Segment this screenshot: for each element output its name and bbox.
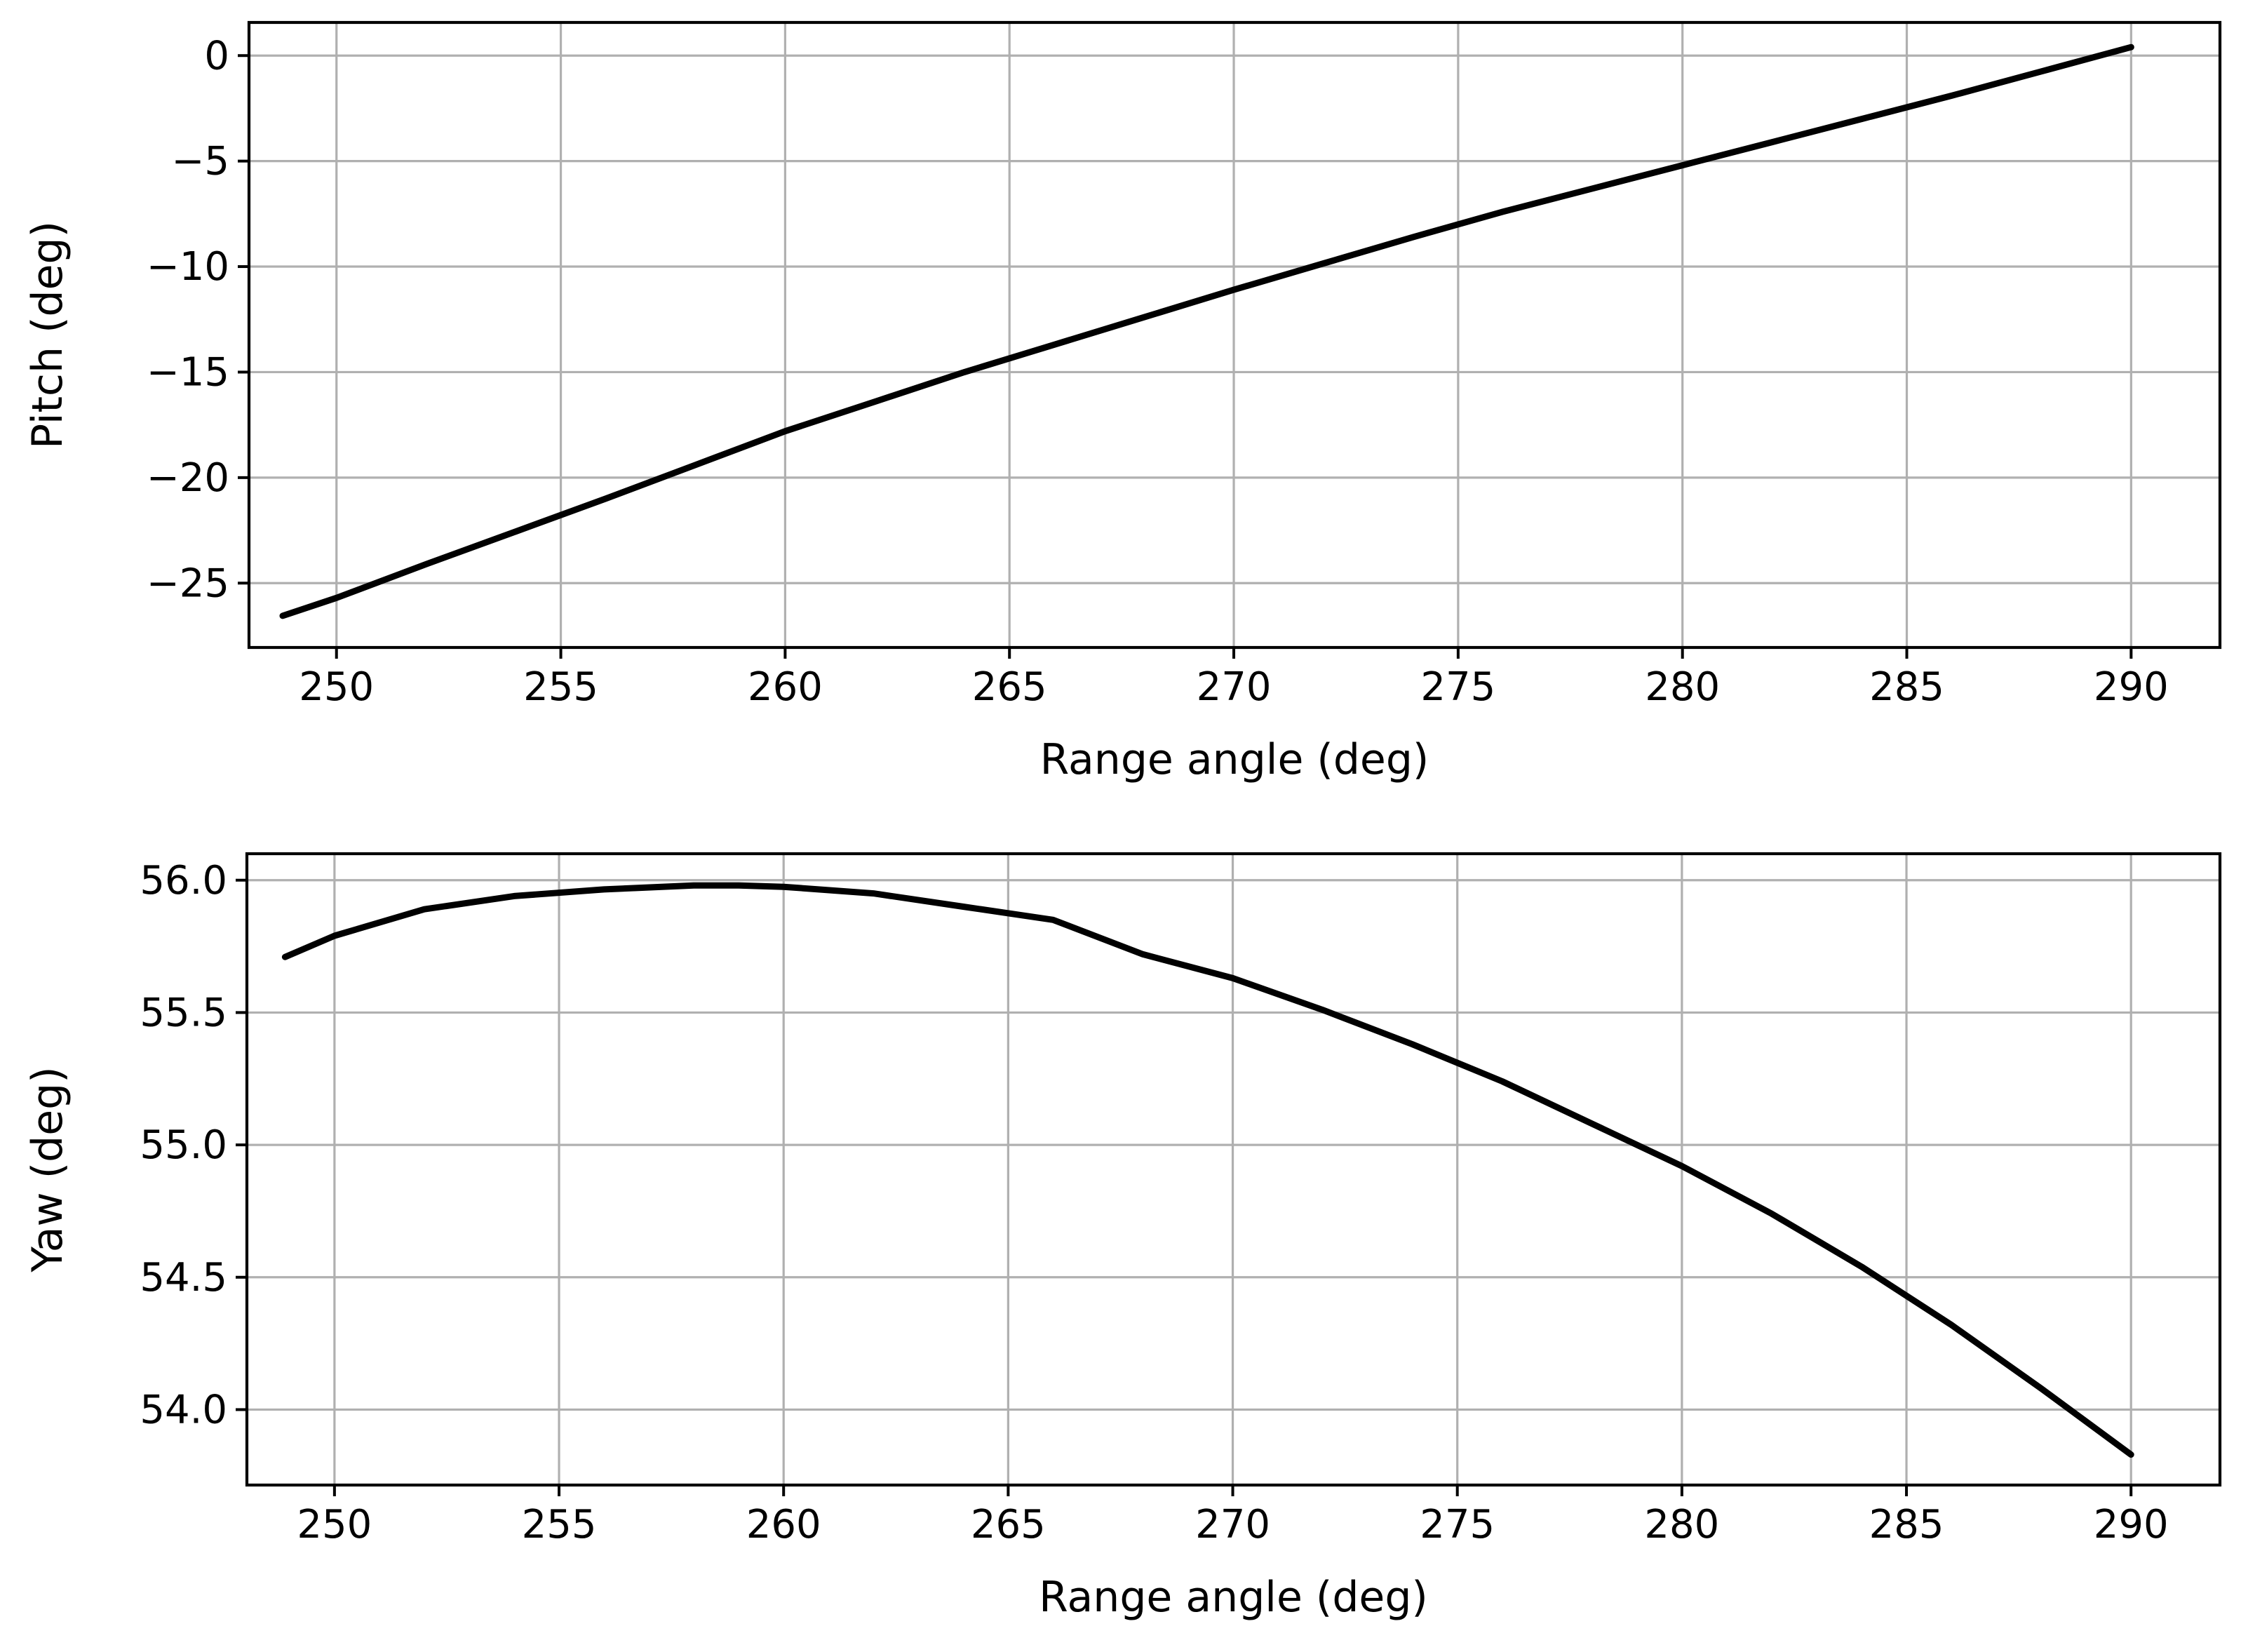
yaw-grid bbox=[247, 854, 2220, 1485]
yaw-tick-labels: 250 255 260 265 270 275 280 285 290 56.0 55.5 55.0 5… bbox=[140, 858, 2168, 1547]
x-tick-label: 260 bbox=[748, 664, 823, 710]
yaw-chart: 250 255 260 265 270 275 280 285 290 56.0 55.5 55.0 5… bbox=[23, 852, 2222, 1622]
x-tick-label: 285 bbox=[1869, 1502, 1944, 1547]
y-tick-label: −10 bbox=[147, 244, 229, 290]
x-tick-label: 250 bbox=[299, 664, 374, 710]
pitch-tick-labels: 250 255 260 265 270 275 280 285 290 0 −5 −10 −15 −20 −… bbox=[147, 33, 2169, 710]
pitch-chart: 250 255 260 265 270 275 280 285 290 0 −5 −10 −15 −20 −… bbox=[23, 20, 2222, 784]
y-tick-label: −25 bbox=[147, 560, 229, 606]
pitch-xlabel: Range angle (deg) bbox=[1040, 735, 1429, 784]
y-tick-label: 54.5 bbox=[140, 1255, 227, 1301]
x-tick-label: 260 bbox=[746, 1502, 821, 1547]
x-tick-label: 280 bbox=[1645, 664, 1720, 710]
x-tick-label: 280 bbox=[1644, 1502, 1719, 1547]
x-tick-label: 255 bbox=[522, 1502, 597, 1547]
x-tick-label: 290 bbox=[2094, 1502, 2169, 1547]
x-tick-label: 275 bbox=[1420, 664, 1495, 710]
yaw-ticks bbox=[236, 878, 2133, 1496]
pitch-ticks bbox=[238, 54, 2133, 659]
pitch-ylabel: Pitch (deg) bbox=[23, 221, 72, 449]
y-tick-label: 0 bbox=[204, 33, 229, 79]
x-tick-label: 270 bbox=[1197, 664, 1272, 710]
pitch-grid bbox=[249, 22, 2220, 647]
y-tick-label: 54.0 bbox=[140, 1387, 227, 1432]
x-tick-label: 285 bbox=[1869, 664, 1944, 710]
pitch-vs-range-angle-line bbox=[279, 43, 2134, 619]
x-tick-label: 270 bbox=[1195, 1502, 1270, 1547]
yaw-ylabel: Yaw (deg) bbox=[23, 1066, 72, 1272]
y-tick-label: −15 bbox=[147, 349, 229, 395]
x-tick-label: 265 bbox=[972, 664, 1047, 710]
x-tick-label: 255 bbox=[523, 664, 598, 710]
y-tick-label: −5 bbox=[171, 139, 229, 184]
y-tick-label: −20 bbox=[147, 455, 229, 501]
yaw-xlabel: Range angle (deg) bbox=[1039, 1573, 1428, 1622]
y-tick-label: 55.5 bbox=[140, 990, 227, 1035]
x-tick-label: 265 bbox=[971, 1502, 1046, 1547]
x-tick-label: 250 bbox=[297, 1502, 372, 1547]
yaw-vs-range-angle-line bbox=[281, 882, 2134, 1458]
y-tick-label: 56.0 bbox=[140, 858, 227, 904]
x-tick-label: 290 bbox=[2094, 664, 2169, 710]
x-tick-label: 275 bbox=[1420, 1502, 1495, 1547]
y-tick-label: 55.0 bbox=[140, 1122, 227, 1168]
